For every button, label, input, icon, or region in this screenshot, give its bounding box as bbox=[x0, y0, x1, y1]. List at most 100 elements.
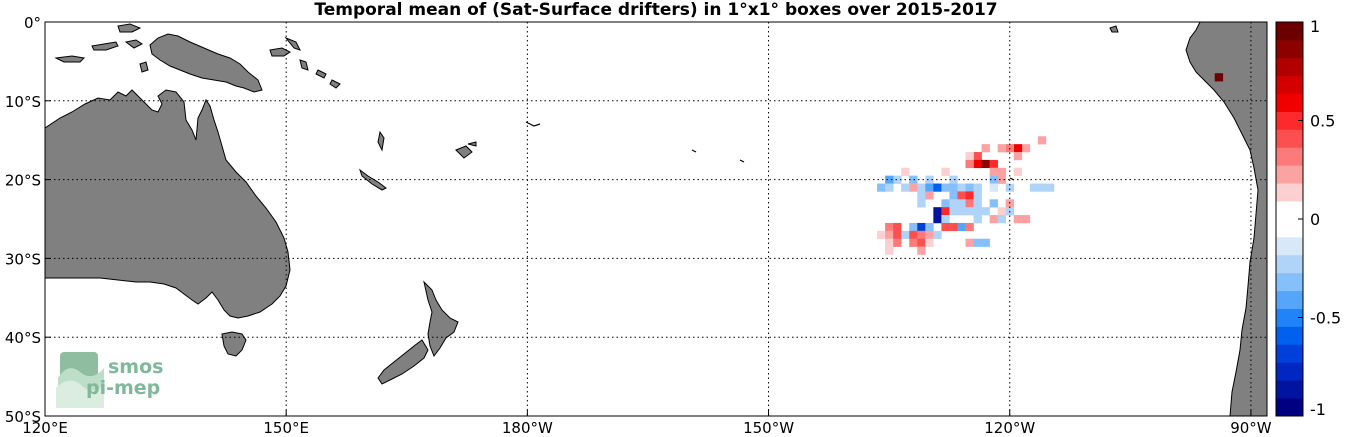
x-tick-label: 120°E bbox=[22, 419, 68, 437]
data-cell-54 bbox=[965, 199, 974, 208]
data-cell-58 bbox=[933, 207, 942, 216]
island-solomons-2 bbox=[329, 79, 341, 89]
y-tick-label: 30°S bbox=[5, 250, 41, 268]
data-cell-32 bbox=[925, 183, 934, 192]
data-cell-20 bbox=[941, 167, 950, 176]
data-cell-52 bbox=[949, 199, 958, 208]
data-cell-83 bbox=[877, 230, 886, 239]
map-plot-area bbox=[45, 22, 1335, 416]
data-cell-40 bbox=[1005, 183, 1015, 192]
x-tick-label: 150°W bbox=[743, 419, 794, 437]
data-cell-99 bbox=[885, 246, 894, 255]
south-america-landmass bbox=[1185, 22, 1267, 416]
new-zealand-south-island bbox=[377, 339, 429, 385]
data-cell-49 bbox=[973, 191, 982, 200]
data-cell-4 bbox=[1013, 144, 1023, 153]
data-cell-48 bbox=[965, 191, 974, 200]
island-seram bbox=[124, 39, 143, 49]
data-cell-78 bbox=[925, 222, 934, 232]
smos-pimep-logo: smos pi-mep bbox=[56, 352, 163, 408]
data-cell-75 bbox=[893, 222, 902, 232]
colorbar-swatch bbox=[1276, 93, 1303, 112]
island-solomons-1 bbox=[315, 69, 327, 79]
data-cell-86 bbox=[901, 230, 910, 239]
colorbar-swatch bbox=[1276, 254, 1303, 274]
y-tick-label: 0° bbox=[24, 14, 41, 32]
data-cells-layer bbox=[877, 73, 1335, 255]
data-cell-93 bbox=[909, 238, 918, 247]
island-fiji-1 bbox=[455, 145, 473, 159]
data-cell-64 bbox=[981, 207, 990, 216]
data-cell-14 bbox=[965, 159, 974, 169]
colorbar-swatch bbox=[1276, 201, 1303, 220]
data-cell-87 bbox=[909, 230, 918, 239]
new-guinea-landmass bbox=[149, 33, 263, 93]
y-tick-label: 20°S bbox=[5, 172, 41, 190]
data-cell-7 bbox=[1013, 152, 1023, 161]
colorbar bbox=[1276, 22, 1303, 417]
island-new-caledonia bbox=[359, 168, 387, 191]
data-cell-39 bbox=[989, 183, 998, 192]
data-cell-61 bbox=[957, 207, 966, 216]
data-cell-11 bbox=[981, 159, 990, 169]
data-cell-24 bbox=[909, 175, 918, 184]
data-cell-77 bbox=[917, 222, 926, 232]
island-galapagos bbox=[1109, 25, 1119, 33]
australia-landmass bbox=[45, 89, 291, 319]
longitude-ticks: 120°E 150°E 180°W 150°W 120°W 90°W bbox=[22, 410, 1272, 437]
data-cell-2 bbox=[1037, 136, 1047, 145]
data-cell-19 bbox=[989, 175, 998, 184]
data-cell-50 bbox=[917, 199, 926, 208]
data-cell-98 bbox=[981, 238, 990, 247]
data-cell-26 bbox=[885, 175, 894, 184]
colorbar-ticks: 1 0.5 0 -0.5 -1 bbox=[1298, 17, 1341, 419]
data-cell-1 bbox=[1327, 184, 1335, 192]
colorbar-swatch bbox=[1276, 22, 1303, 41]
data-cell-12 bbox=[989, 159, 998, 169]
data-cell-21 bbox=[949, 175, 958, 184]
data-cell-37 bbox=[965, 183, 974, 192]
data-cell-71 bbox=[997, 215, 1007, 224]
data-cell-47 bbox=[957, 191, 966, 200]
data-cell-18 bbox=[997, 175, 1007, 184]
data-cell-79 bbox=[941, 222, 950, 232]
data-cell-81 bbox=[957, 222, 966, 232]
y-tick-label: 50°S bbox=[5, 408, 41, 426]
data-cell-68 bbox=[941, 215, 950, 224]
x-tick-label: 150°E bbox=[263, 419, 309, 437]
tasmania-landmass bbox=[221, 331, 247, 357]
colorbar-tick-label: -0.5 bbox=[1310, 309, 1341, 328]
data-cell-100 bbox=[917, 246, 926, 255]
data-cell-28 bbox=[885, 183, 894, 192]
data-cell-42 bbox=[1037, 183, 1047, 192]
data-cell-35 bbox=[949, 183, 958, 192]
data-cell-34 bbox=[941, 183, 950, 192]
colorbar-swatch bbox=[1276, 129, 1303, 148]
x-tick-label: 120°W bbox=[984, 419, 1035, 437]
data-cell-10 bbox=[973, 159, 982, 169]
data-cell-36 bbox=[957, 183, 966, 192]
colorbar-tick-label: 1 bbox=[1310, 17, 1320, 36]
data-cell-30 bbox=[917, 183, 926, 192]
data-cell-76 bbox=[909, 222, 918, 232]
logo-line-1: smos bbox=[108, 356, 163, 378]
data-cell-17 bbox=[1013, 167, 1023, 176]
island-tanimbar bbox=[139, 61, 149, 73]
data-cell-97 bbox=[973, 238, 982, 247]
colorbar-swatch bbox=[1276, 326, 1303, 345]
colorbar-swatch bbox=[1276, 308, 1303, 327]
data-cell-91 bbox=[885, 238, 894, 247]
colorbar-swatch bbox=[1276, 165, 1303, 184]
data-cell-56 bbox=[989, 199, 998, 208]
data-cell-72 bbox=[1013, 215, 1023, 224]
colorbar-swatch bbox=[1276, 272, 1303, 292]
data-cell-53 bbox=[957, 199, 966, 208]
colorbar-swatch bbox=[1276, 380, 1303, 399]
data-cell-27 bbox=[877, 183, 886, 192]
y-tick-label: 40°S bbox=[5, 329, 41, 347]
data-cell-80 bbox=[949, 222, 958, 232]
data-cell-94 bbox=[917, 238, 926, 247]
land-layer bbox=[45, 22, 1267, 416]
data-cell-22 bbox=[925, 175, 934, 184]
